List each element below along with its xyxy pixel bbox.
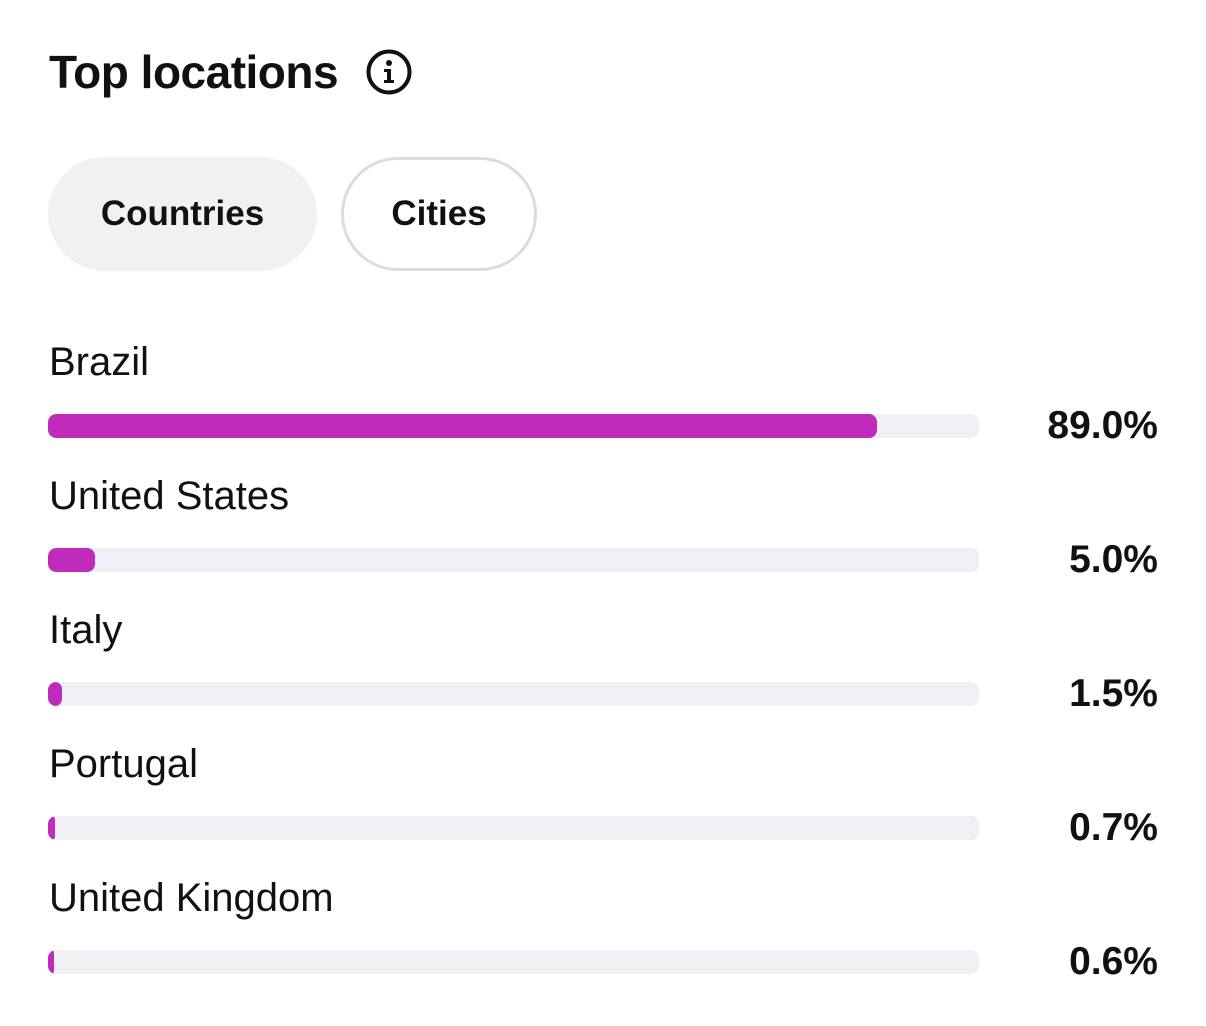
location-name: Portugal: [49, 742, 198, 786]
progress-track: [48, 548, 979, 572]
tab-countries[interactable]: Countries: [48, 157, 317, 271]
location-name: United States: [49, 474, 290, 518]
page-title: Top locations: [49, 46, 339, 98]
location-percent: 0.7%: [1069, 806, 1158, 849]
locations-list: Brazil 89.0% United States 5.0% Italy 1.…: [48, 338, 1158, 1008]
progress-fill: [48, 414, 877, 438]
location-type-tabs: Countries Cities: [48, 157, 537, 271]
location-percent: 5.0%: [1069, 538, 1158, 581]
progress-fill: [48, 816, 55, 840]
info-icon[interactable]: [366, 49, 412, 95]
progress-track: [48, 682, 979, 706]
location-name: United Kingdom: [49, 876, 334, 920]
location-row: Italy 1.5%: [48, 606, 1158, 740]
location-row: United Kingdom 0.6%: [48, 874, 1158, 1008]
progress-fill: [48, 548, 95, 572]
location-percent: 0.6%: [1069, 940, 1158, 983]
location-percent: 89.0%: [1047, 404, 1158, 447]
tab-cities[interactable]: Cities: [341, 157, 537, 271]
location-name: Italy: [49, 608, 123, 652]
progress-track: [48, 816, 979, 840]
progress-fill: [48, 950, 54, 974]
location-row: United States 5.0%: [48, 472, 1158, 606]
location-row: Portugal 0.7%: [48, 740, 1158, 874]
progress-track: [48, 950, 979, 974]
progress-fill: [48, 682, 62, 706]
location-row: Brazil 89.0%: [48, 338, 1158, 472]
header: Top locations: [49, 40, 412, 104]
progress-track: [48, 414, 979, 438]
location-name: Brazil: [49, 340, 150, 384]
location-percent: 1.5%: [1069, 672, 1158, 715]
